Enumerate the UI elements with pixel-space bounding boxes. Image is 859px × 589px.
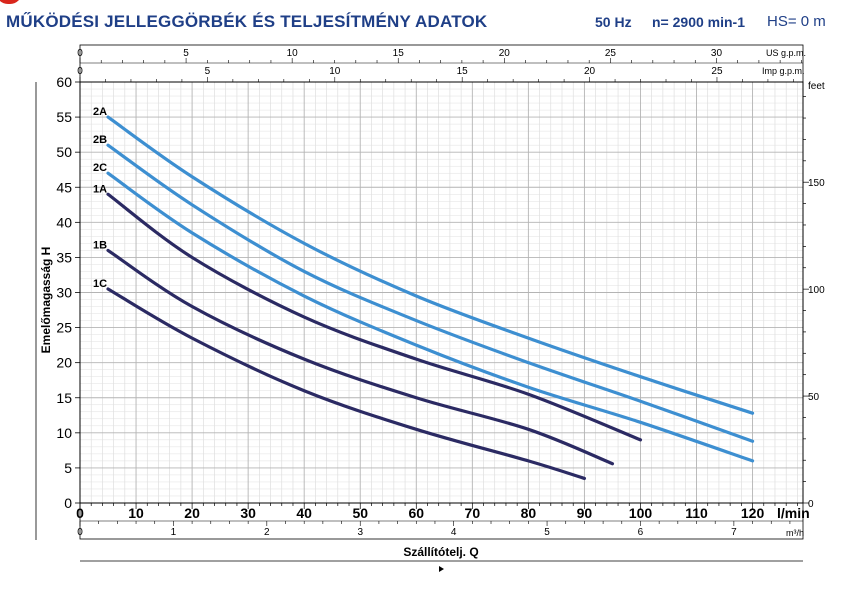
y-tick-label: 0 [64, 495, 72, 511]
m3h-tick-label: 0 [77, 527, 83, 538]
arrow-icon [439, 566, 444, 572]
series-lines [106, 115, 755, 481]
y-tick-label: 15 [56, 390, 72, 406]
top-axes-frame [79, 44, 804, 83]
x-tick-label: 110 [685, 505, 708, 521]
y-tick-label: 30 [56, 285, 72, 301]
impgpm-tick-label: 15 [457, 66, 469, 77]
curve-label-1c: 1C [93, 278, 107, 290]
curve-1a [106, 192, 643, 442]
m3h-tick-label: 4 [451, 527, 457, 538]
x-tick-label: 20 [184, 505, 200, 521]
curve-2b [106, 143, 755, 443]
x-tick-label: 100 [629, 505, 653, 521]
curve-label-1a: 1A [93, 183, 107, 195]
usgpm-tick-label: 10 [287, 48, 299, 59]
usgpm-tick-label: 20 [499, 48, 511, 59]
y-tick-label: 35 [56, 249, 72, 265]
curve-2c [106, 171, 755, 463]
impgpm-tick-label: 5 [205, 66, 211, 77]
curve-2a [106, 115, 755, 415]
y-tick-label: 25 [56, 320, 72, 336]
x-tick-label: 10 [128, 505, 144, 521]
curve-label-2c: 2C [93, 162, 107, 174]
feet-axis-label: feet [808, 81, 825, 92]
x-tick-label: 0 [76, 505, 84, 521]
y-tick-label: 60 [56, 74, 72, 90]
impgpm-tick-label: 25 [711, 66, 723, 77]
m3h-axis-label: m³/h [786, 528, 804, 538]
y-tick-label: 50 [56, 144, 72, 160]
axis-titles: Emelőmagasság H Szállítótelj. Q [39, 247, 479, 559]
x-tick-label: 60 [408, 505, 424, 521]
y-tick-label: 45 [56, 179, 72, 195]
curve-label-2b: 2B [93, 134, 107, 146]
axes [35, 44, 809, 572]
suction-height-label: HS= 0 m [767, 13, 826, 30]
y-tick-label: 55 [56, 109, 72, 125]
x-tick-label: 120 [741, 505, 765, 521]
m3h-tick-label: 3 [357, 527, 363, 538]
page-title: MŰKÖDÉSI JELLEGGÖRBÉK ÉS TELJESÍTMÉNY AD… [6, 12, 488, 31]
feet-tick-label: 100 [808, 285, 825, 296]
usgpm-tick-label: 0 [77, 48, 83, 59]
x-tick-label: 50 [352, 505, 368, 521]
m3h-tick-label: 2 [264, 527, 270, 538]
x-axis-title: Szállítótelj. Q [403, 545, 478, 559]
curve-1c [106, 287, 587, 481]
x-tick-label: 90 [577, 505, 593, 521]
m3h-tick-label: 1 [171, 527, 177, 538]
usgpm-tick-label: 25 [605, 48, 617, 59]
y-axis-title: Emelőmagasság H [39, 247, 53, 354]
x-tick-label: 70 [465, 505, 481, 521]
impgpm-tick-label: 10 [329, 66, 341, 77]
feet-tick-label: 150 [808, 178, 825, 189]
feet-tick-label: 50 [808, 392, 820, 403]
curve-label-2a: 2A [93, 106, 107, 118]
y-tick-label: 20 [56, 355, 72, 371]
usgpm-tick-label: 30 [711, 48, 723, 59]
m3h-tick-label: 7 [731, 527, 737, 538]
y-tick-label: 40 [56, 214, 72, 230]
impgpm-tick-label: 20 [584, 66, 596, 77]
usgpm-tick-label: 5 [183, 48, 189, 59]
frequency-label: 50 Hz [595, 14, 632, 30]
impgpm-tick-label: 0 [77, 66, 83, 77]
usgpm-tick-label: 15 [393, 48, 405, 59]
usgpm-axis-label: US g.p.m. [766, 48, 806, 58]
m3h-tick-label: 5 [544, 527, 550, 538]
x-tick-label: 80 [521, 505, 537, 521]
x-unit-label: l/min [777, 505, 810, 521]
feet-tick-label: 0 [808, 499, 814, 510]
x-tick-label: 30 [240, 505, 256, 521]
curve-label-1b: 1B [93, 239, 107, 251]
m3h-tick-label: 6 [638, 527, 644, 538]
series-labels: 2A 2B 2C 1A 1B 1C [93, 106, 107, 290]
curve-1b [106, 248, 615, 466]
logo-fragment [0, 0, 22, 4]
speed-label: n= 2900 min-1 [652, 14, 745, 30]
y-tick-label: 10 [56, 425, 72, 441]
y-tick-label: 5 [64, 460, 72, 476]
x-tick-label: 40 [296, 505, 312, 521]
impgpm-axis-label: Imp g.p.m. [762, 66, 805, 76]
